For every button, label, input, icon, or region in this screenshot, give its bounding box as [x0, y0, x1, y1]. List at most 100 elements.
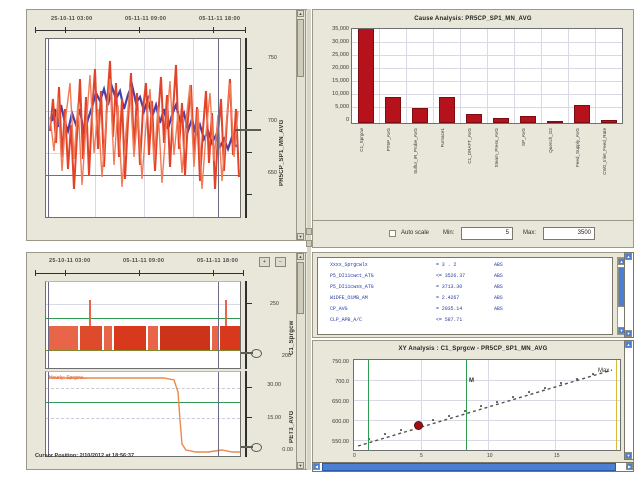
scroll-thumb[interactable]: [297, 262, 304, 314]
scroll-right-icon[interactable]: ▶: [626, 463, 633, 470]
xy-limit-line-right[interactable]: [616, 360, 617, 450]
xy-x-tick-label: 5: [420, 453, 423, 459]
grid-line: [46, 69, 240, 70]
trend-top-y-tick-label-0: 750: [267, 55, 277, 61]
log-line-op: <= 587.71: [436, 317, 463, 323]
grid-line: [354, 440, 620, 441]
autoscale-label: Auto scale: [401, 230, 430, 236]
upper-axis-handle[interactable]: [251, 349, 262, 358]
xy-x-tick-label: 10: [487, 453, 493, 459]
trend-top-timeline-axis[interactable]: [35, 30, 245, 31]
cursor-line-left[interactable]: [48, 372, 49, 456]
xy-limit-line-mid[interactable]: [466, 360, 467, 450]
pareto-y-tick-label: 25,000: [332, 52, 349, 58]
autoscale-checkbox[interactable]: [389, 230, 396, 237]
trend-top-y-tick-label-1: 700: [267, 118, 277, 124]
scroll-thumb[interactable]: [297, 19, 304, 77]
cursor-line-left[interactable]: [48, 282, 49, 368]
band-segment: [48, 326, 78, 350]
xy-regression-line: [357, 369, 613, 447]
right-stack-scrollbar[interactable]: ▲ ▼: [624, 252, 634, 338]
pareto-bar[interactable]: [358, 29, 374, 123]
pareto-bar[interactable]: [385, 97, 401, 123]
splitter-grip-top[interactable]: [306, 228, 312, 235]
scroll-down-icon[interactable]: ▼: [297, 233, 304, 240]
upper-y-tick: [247, 303, 252, 304]
bottom-left-vertical-scrollbar[interactable]: ▲ ▼: [296, 252, 306, 470]
xy-limit-line-left[interactable]: [368, 360, 369, 450]
pareto-bar[interactable]: [493, 118, 509, 123]
scroll-thumb[interactable]: [322, 463, 616, 471]
upper-axis-handle-bar[interactable]: [241, 352, 253, 354]
xy-vertical-scrollbar[interactable]: ▲ ▼: [624, 340, 634, 460]
band-segment: [80, 326, 102, 350]
zoom-in-button[interactable]: +: [259, 257, 270, 267]
pareto-bar[interactable]: [412, 108, 428, 123]
splitter-grip-bottom[interactable]: [306, 240, 312, 247]
grid-line: [46, 388, 240, 389]
scroll-down-icon[interactable]: ▼: [625, 330, 632, 337]
trend-bottom-lower-series: [48, 377, 240, 453]
rule-log-box[interactable]: Xxxx_Sprgcwlx = 3 . 2 ABS P5_DI11cwct_AT…: [317, 257, 613, 335]
pareto-x-label: PT5P_AVG: [386, 128, 391, 152]
pareto-bar[interactable]: [601, 120, 617, 123]
pareto-x-label: C1_Sprgcw: [359, 128, 364, 152]
scroll-up-icon[interactable]: ▲: [625, 253, 632, 260]
grid-line: [354, 380, 620, 381]
band-segment: [212, 326, 218, 350]
pareto-title: Cause Analysis: PR5CP_SP1_MN_AVG: [414, 16, 532, 22]
cursor-line-right[interactable]: [218, 282, 219, 368]
cursor-line-left[interactable]: [48, 39, 49, 217]
cursor-line-right[interactable]: [218, 39, 219, 217]
trend-top-timeline-tick: [35, 27, 36, 33]
cursor-line-right[interactable]: [218, 372, 219, 456]
pareto-bar[interactable]: [466, 114, 482, 123]
trend-top-time-label-2: 05-11-11 18:00: [199, 16, 241, 22]
min-input[interactable]: 5: [461, 227, 513, 240]
max-input[interactable]: 3500: [543, 227, 595, 240]
xy-selected-point[interactable]: [414, 421, 423, 430]
vertical-splitter[interactable]: [307, 9, 311, 470]
grid-line: [144, 39, 145, 217]
pareto-y-tick-label: 15,000: [332, 78, 349, 84]
xy-y-tick-label: 700.0: [335, 379, 349, 385]
lower-axis-handle-bar[interactable]: [241, 446, 253, 448]
trend-bottom-time-label-0: 25-10-11 03:00: [49, 258, 91, 264]
trend-bottom-time-label-2: 05-11-11 18:00: [197, 258, 239, 264]
axis-marker-bar[interactable]: [235, 129, 261, 131]
log-alert-line: THEN PR5CP_SP1_Pb_LIM to Reset (80% TR s…: [322, 328, 409, 334]
trend-bottom-upper-series: [48, 300, 240, 350]
trend-top-y-tick: [247, 110, 252, 111]
xy-horizontal-scrollbar[interactable]: ◀ ▶: [312, 462, 634, 472]
scroll-left-icon[interactable]: ◀: [313, 463, 320, 470]
pareto-bar[interactable]: [574, 105, 590, 123]
zoom-out-button[interactable]: −: [275, 257, 286, 267]
trend-bottom-upper-plot[interactable]: [45, 281, 241, 369]
scroll-down-icon[interactable]: ▼: [297, 462, 304, 469]
trend-top-plot-area[interactable]: [45, 38, 241, 218]
log-line-unit: ABS: [494, 262, 503, 268]
band-segment: [148, 326, 158, 350]
trend-top-timeline-tick: [139, 27, 140, 33]
pareto-x-label: Quench_O2: [548, 128, 553, 153]
pareto-bar[interactable]: [439, 97, 455, 123]
scroll-up-icon[interactable]: ▲: [625, 341, 632, 348]
trend-bottom-lower-plot[interactable]: [45, 371, 241, 457]
scroll-up-icon[interactable]: ▲: [297, 253, 304, 260]
scroll-down-icon[interactable]: ▼: [625, 452, 632, 459]
lower-axis-handle[interactable]: [251, 443, 262, 452]
pareto-bar[interactable]: [520, 116, 536, 123]
scroll-up-icon[interactable]: ▲: [297, 10, 304, 17]
top-left-vertical-scrollbar[interactable]: ▲ ▼: [296, 9, 306, 241]
trend-bottom-timeline-tick: [243, 270, 244, 276]
grid-line: [46, 304, 240, 305]
xy-plot-area[interactable]: M Max: [353, 359, 621, 451]
limit-line: [46, 175, 240, 176]
pareto-bar[interactable]: [547, 121, 563, 123]
lower-y-tick: [247, 387, 252, 388]
xy-y-tick-label: 600.00: [332, 419, 349, 425]
xy-point: [544, 387, 546, 389]
grid-line: [433, 29, 434, 123]
xy-point: [528, 391, 530, 393]
pareto-plot-area[interactable]: [351, 28, 623, 124]
